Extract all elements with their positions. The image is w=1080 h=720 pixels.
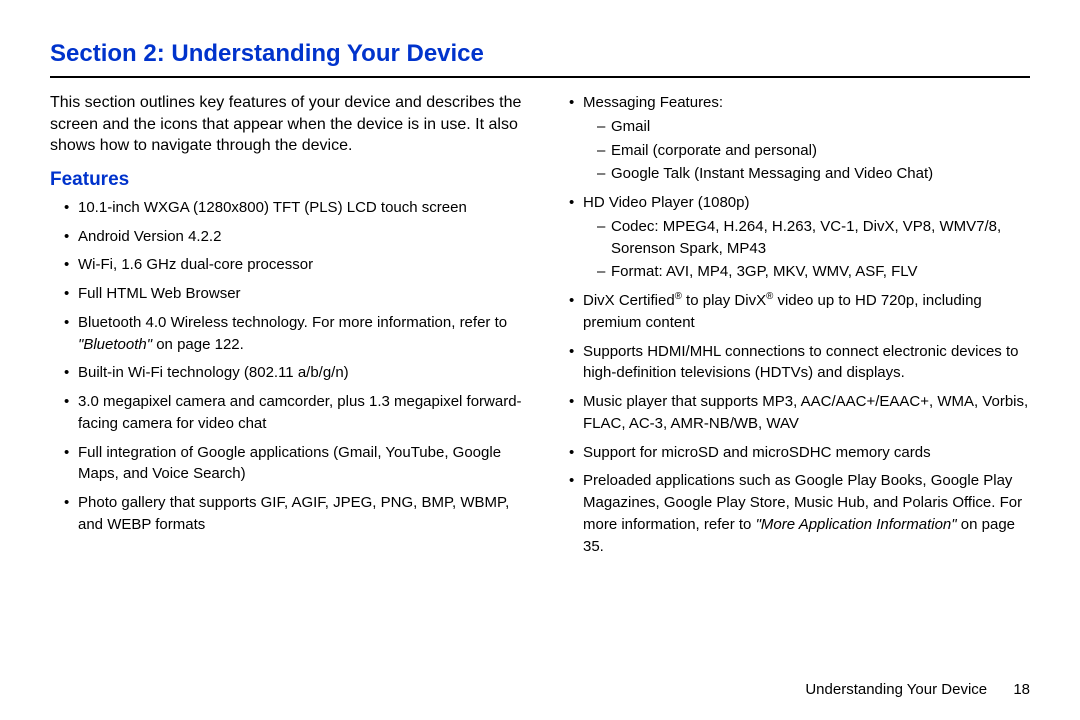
feature-item: Full HTML Web Browser <box>64 283 525 305</box>
feature-text: to play DivX <box>682 292 766 309</box>
feature-item: Supports HDMI/MHL connections to connect… <box>569 341 1030 385</box>
cross-reference: "More Application Information" <box>756 516 957 533</box>
two-column-layout: This section outlines key features of yo… <box>50 92 1030 564</box>
feature-text: HD Video Player (1080p) <box>583 194 749 211</box>
features-heading: Features <box>50 169 525 191</box>
feature-item: Preloaded applications such as Google Pl… <box>569 470 1030 557</box>
feature-text: on page 122. <box>152 336 244 353</box>
feature-item: Built-in Wi-Fi technology (802.11 a/b/g/… <box>64 362 525 384</box>
right-column: Messaging Features: Gmail Email (corpora… <box>555 92 1030 564</box>
feature-text: Bluetooth 4.0 Wireless technology. For m… <box>78 314 507 331</box>
sub-item: Format: AVI, MP4, 3GP, MKV, WMV, ASF, FL… <box>597 261 1030 283</box>
feature-item: Support for microSD and microSDHC memory… <box>569 442 1030 464</box>
sublist: Gmail Email (corporate and personal) Goo… <box>583 116 1030 185</box>
sub-item: Google Talk (Instant Messaging and Video… <box>597 163 1030 185</box>
sub-item: Email (corporate and personal) <box>597 140 1030 162</box>
features-list-right: Messaging Features: Gmail Email (corpora… <box>555 92 1030 557</box>
feature-item: HD Video Player (1080p) Codec: MPEG4, H.… <box>569 192 1030 283</box>
sublist: Codec: MPEG4, H.264, H.263, VC-1, DivX, … <box>583 216 1030 283</box>
feature-item: 3.0 megapixel camera and camcorder, plus… <box>64 391 525 435</box>
feature-item: Music player that supports MP3, AAC/AAC+… <box>569 391 1030 435</box>
feature-item: 10.1-inch WXGA (1280x800) TFT (PLS) LCD … <box>64 197 525 219</box>
feature-item: Photo gallery that supports GIF, AGIF, J… <box>64 492 525 536</box>
footer-label: Understanding Your Device <box>805 681 987 698</box>
page-container: Section 2: Understanding Your Device Thi… <box>0 0 1080 720</box>
section-title: Section 2: Understanding Your Device <box>50 40 1030 78</box>
feature-item: Bluetooth 4.0 Wireless technology. For m… <box>64 312 525 356</box>
features-list-left: 10.1-inch WXGA (1280x800) TFT (PLS) LCD … <box>50 197 525 536</box>
feature-item: Wi-Fi, 1.6 GHz dual-core processor <box>64 254 525 276</box>
left-column: This section outlines key features of yo… <box>50 92 525 564</box>
sub-item: Gmail <box>597 116 1030 138</box>
feature-item: Full integration of Google applications … <box>64 442 525 486</box>
feature-item: DivX Certified® to play DivX® video up t… <box>569 290 1030 334</box>
page-number: 18 <box>1013 681 1030 698</box>
feature-item: Messaging Features: Gmail Email (corpora… <box>569 92 1030 185</box>
feature-item: Android Version 4.2.2 <box>64 226 525 248</box>
intro-paragraph: This section outlines key features of yo… <box>50 92 525 157</box>
page-footer: Understanding Your Device 18 <box>805 681 1030 698</box>
feature-text: DivX Certified <box>583 292 675 309</box>
registered-symbol: ® <box>675 291 682 302</box>
feature-text: Messaging Features: <box>583 94 723 111</box>
cross-reference: "Bluetooth" <box>78 336 152 353</box>
sub-item: Codec: MPEG4, H.264, H.263, VC-1, DivX, … <box>597 216 1030 260</box>
